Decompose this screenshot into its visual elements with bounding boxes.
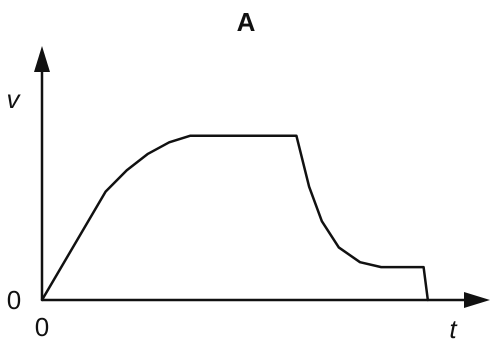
x-axis-label: t <box>449 314 458 344</box>
velocity-line-0 <box>40 134 430 302</box>
x-tick-label: 0 <box>35 312 49 342</box>
x-axis-arrowhead <box>464 292 490 308</box>
series-layer <box>40 134 430 302</box>
chart-title: A <box>237 7 256 37</box>
tick-labels: 00 <box>7 285 49 342</box>
y-tick-label: 0 <box>7 285 21 315</box>
y-axis-arrowhead <box>34 46 50 72</box>
y-axis-label: v <box>7 84 22 114</box>
